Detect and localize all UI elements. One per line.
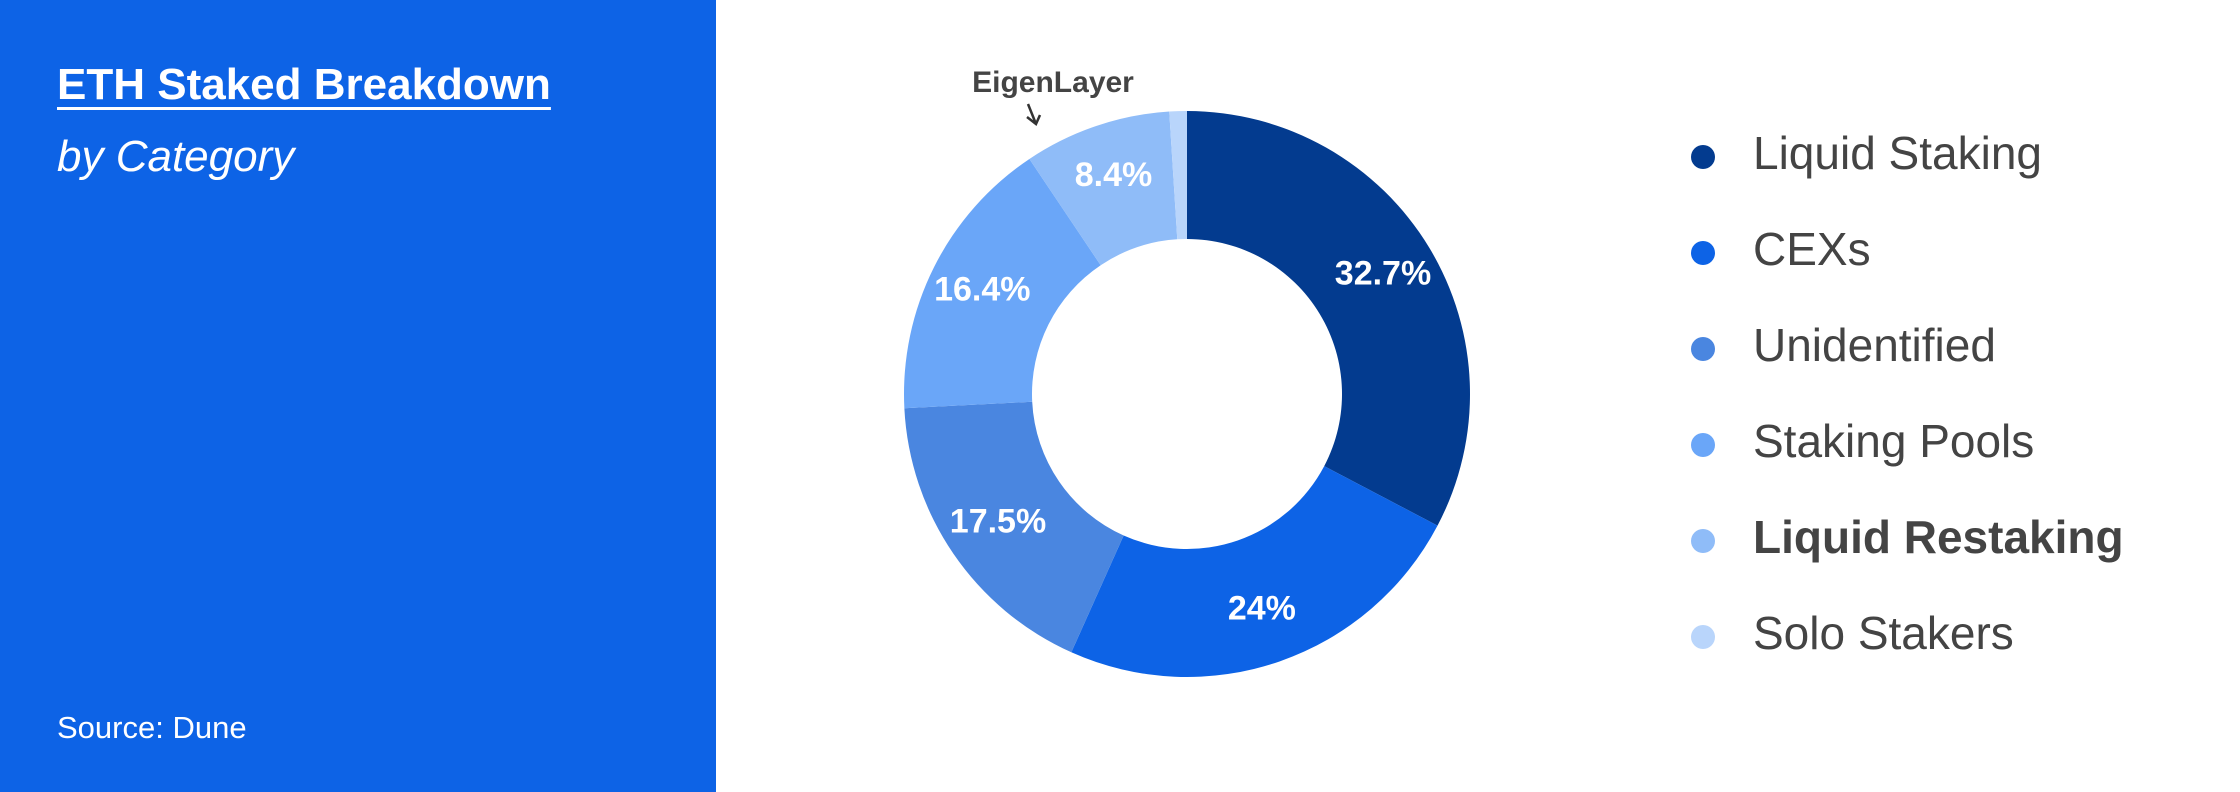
value-label: 17.5% [950, 502, 1046, 540]
side-panel: ETH Staked Breakdown by Category Source:… [0, 0, 716, 792]
annotation: EigenLayer [972, 66, 1134, 99]
legend-marker [1691, 625, 1715, 649]
legend-marker [1691, 337, 1715, 361]
source-note: Source: Dune [57, 710, 247, 745]
donut-slice [904, 401, 1124, 653]
legend-label: Liquid Restaking [1753, 511, 2124, 563]
chart-subtitle: by Category [57, 132, 295, 181]
chart-title: ETH Staked Breakdown [57, 60, 551, 109]
value-label: 16.4% [934, 270, 1030, 308]
donut-slice [1029, 111, 1178, 266]
annotation-arrow [1026, 103, 1042, 126]
donut-slice [1169, 111, 1187, 240]
legend-label: Solo Stakers [1753, 607, 2014, 659]
donut-slice [1071, 466, 1438, 678]
value-label: 32.7% [1335, 255, 1431, 293]
value-label: 24% [1228, 589, 1296, 627]
value-label: 8.4% [1075, 156, 1153, 194]
legend-marker [1691, 529, 1715, 553]
legend-label: Unidentified [1753, 319, 1996, 371]
legend-marker [1691, 145, 1715, 169]
legend-marker [1691, 241, 1715, 265]
donut-slice [1187, 111, 1470, 526]
donut-slice [903, 158, 1101, 409]
legend-label: Staking Pools [1753, 415, 2034, 467]
legend-label: Liquid Staking [1753, 127, 2042, 179]
legend-marker [1691, 433, 1715, 457]
legend-label: CEXs [1753, 223, 1871, 275]
